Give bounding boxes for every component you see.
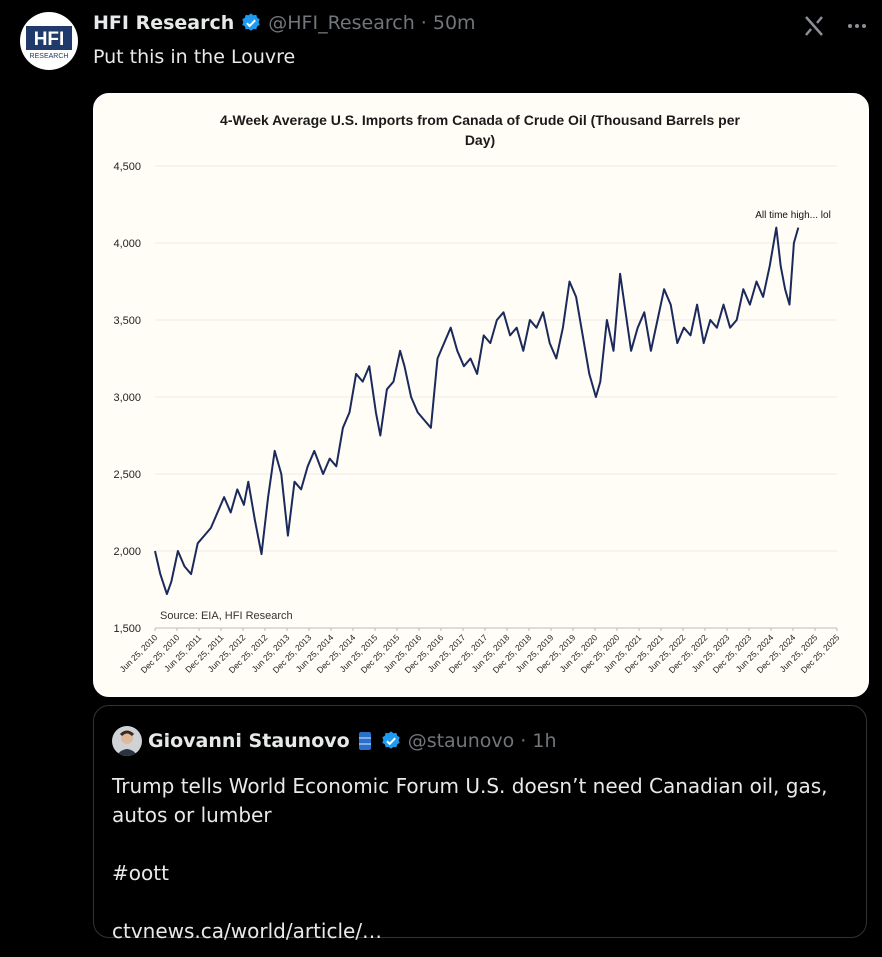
author-handle[interactable]: @HFI_Research · 50m [268,12,476,34]
post-header: HFI Research @HFI_Research · 50m [93,12,476,34]
logo-subtext: RESEARCH [30,53,69,60]
oil-drum-emoji [358,732,371,750]
y-tick-label: 1,500 [113,623,141,635]
chart: 4-Week Average U.S. Imports from Canada … [113,112,841,675]
y-tick-label: 3,500 [113,315,141,327]
quote-author-name[interactable]: Giovanni Staunovo [148,730,350,752]
post-image[interactable]: 4-Week Average U.S. Imports from Canada … [93,93,869,697]
more-dot[interactable] [848,24,852,28]
avatar-logo: HFI RESEARCH [26,26,72,60]
data-line [154,226,800,596]
chart-title: 4-Week Average U.S. Imports from Canada … [220,112,740,128]
quote-header: Giovanni Staunovo @staunovo · 1h [112,726,557,756]
quote-paragraph: Trump tells World Economic Forum U.S. do… [112,774,828,827]
quote-avatar [112,726,142,756]
author-name[interactable]: HFI Research [93,12,235,34]
y-tick-label: 2,000 [113,546,141,558]
verified-badge [242,13,260,31]
annotation: All time high... lol [755,210,831,221]
quote-body: Trump tells World Economic Forum U.S. do… [112,772,852,946]
logo-box [26,26,72,50]
avatar[interactable]: HFI RESEARCH [20,12,78,70]
grok-icon[interactable] [805,16,823,36]
quoted-post[interactable]: Giovanni Staunovo @staunovo · 1h Trump t… [93,705,867,943]
verified-badge [381,731,400,749]
source-note: Source: EIA, HFI Research [160,610,293,622]
y-tick-label: 4,000 [113,238,141,250]
more-dot[interactable] [862,24,866,28]
quote-link[interactable]: ctvnews.ca/world/article/… [112,919,383,943]
logo-text: HFI [34,29,65,50]
more-dot[interactable] [855,24,859,28]
y-tick-label: 2,500 [113,469,141,481]
top-icons [805,16,866,36]
quote-hashtag[interactable]: #oott [112,861,169,885]
quote-avatar-art [116,730,138,756]
quote-author-handle[interactable]: @staunovo · 1h [407,730,557,752]
post-text: Put this in the Louvre [93,46,296,68]
chart-title: Day) [465,132,495,148]
y-tick-label: 4,500 [113,161,141,173]
y-tick-label: 3,000 [113,392,141,404]
